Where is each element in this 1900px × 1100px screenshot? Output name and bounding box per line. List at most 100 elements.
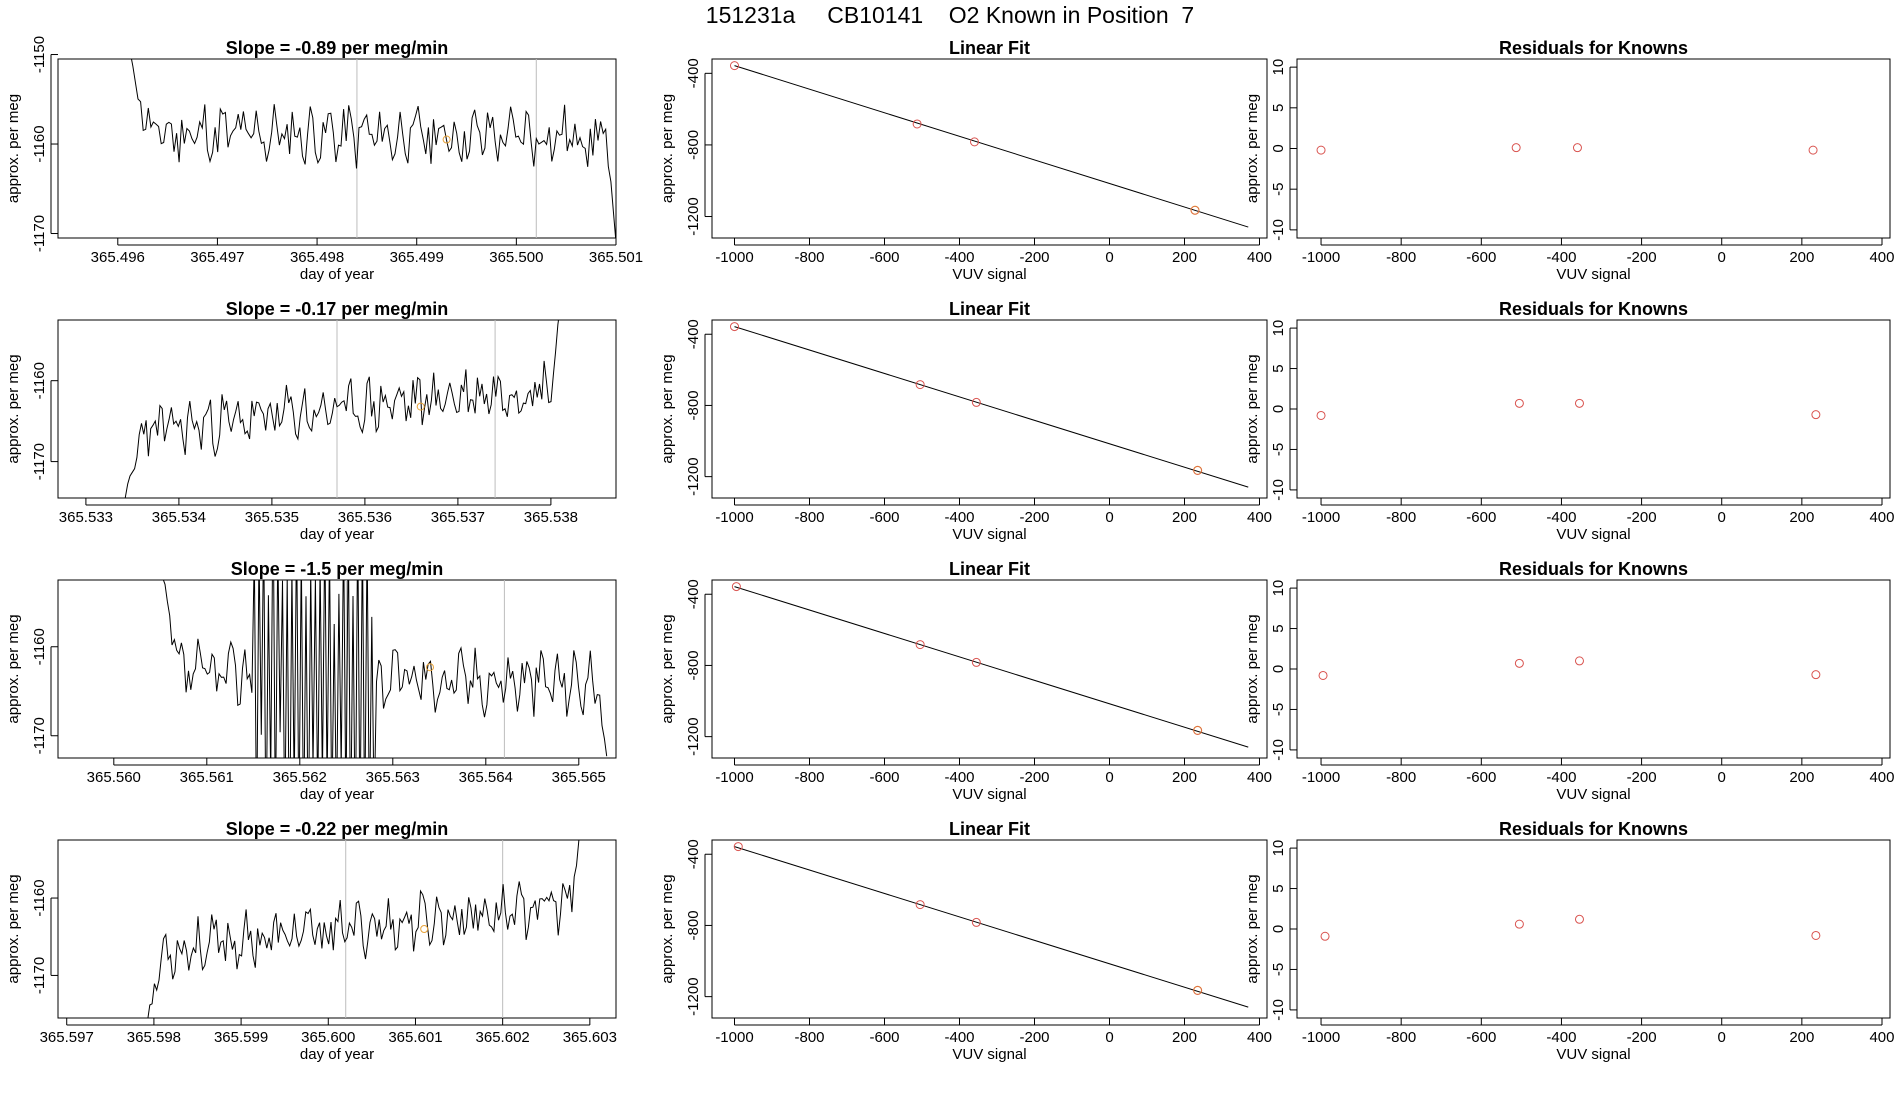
panel-4-timeseries-plot-area — [147, 840, 580, 1018]
panel-4-residuals-data-point — [1320, 931, 1330, 941]
panel-4-linear_fit-x-tick-label: 0 — [1105, 1029, 1113, 1046]
panel-2-linear_fit-data-point — [971, 397, 981, 407]
panel-1-timeseries-x-tick-label: 365.500 — [489, 249, 543, 266]
panel-3-linear_fit-data-point — [731, 582, 741, 592]
panel-1-linear_fit-x-tick-label: 200 — [1172, 249, 1197, 266]
panel-4-residuals-title: Residuals for Knowns — [1499, 819, 1688, 839]
panel-3-linear_fit-x-tick-label: -600 — [869, 769, 899, 786]
panel-1-residuals-x-label: VUV signal — [1556, 266, 1630, 283]
panel-4-linear_fit-x-tick-label: -400 — [944, 1029, 974, 1046]
panel-3-residuals-data-point — [1318, 670, 1328, 680]
panel-1-linear_fit-x-tick-label: -1000 — [715, 249, 753, 266]
panel-2-linear_fit-x-tick-label: -200 — [1019, 509, 1049, 526]
panel-2-timeseries-series-line — [124, 320, 560, 498]
panel-1-residuals-x-tick-label: -800 — [1386, 249, 1416, 266]
panel-3-linear_fit-y-label: approx. per meg — [659, 614, 676, 723]
panel-1-linear_fit-x-tick-label: 400 — [1247, 249, 1272, 266]
panel-1-residuals-y-tick-label: -5 — [1270, 183, 1287, 196]
panel-2-residuals-y-tick-label: -10 — [1270, 479, 1287, 501]
panel-1-linear_fit-highlight-point-ring — [1190, 205, 1200, 215]
panel-1-residuals-x-tick-label: -1000 — [1302, 249, 1340, 266]
panel-4-timeseries-y-tick-label: -1170 — [31, 957, 48, 994]
panel-4-timeseries-series-line — [147, 840, 580, 1018]
panel-3-timeseries-title: Slope = -1.5 per meg/min — [231, 559, 444, 579]
panel-3-timeseries-x-tick-label: 365.564 — [459, 769, 513, 786]
panel-4-linear_fit-x-tick-label: 200 — [1172, 1029, 1197, 1046]
panel-4-timeseries-x-tick-label: 365.602 — [476, 1029, 530, 1046]
panel-3-linear_fit-fit-line — [734, 586, 1249, 748]
panel-1-linear_fit-y-label: approx. per meg — [659, 94, 676, 203]
panel-4-residuals-y-tick-label: 5 — [1270, 884, 1287, 892]
panel-4-timeseries-x-tick-label: 365.603 — [563, 1029, 617, 1046]
panel-4-residuals-y-tick-label: -10 — [1270, 999, 1287, 1021]
panel-3-linear_fit-x-tick-label: -1000 — [715, 769, 753, 786]
panel-4-linear_fit-title: Linear Fit — [949, 819, 1030, 839]
panel-4-residuals-y-tick-label: 10 — [1270, 840, 1287, 857]
panel-2-residuals-x-tick-label: -600 — [1466, 509, 1496, 526]
panel-4-timeseries-x-tick-label: 365.598 — [127, 1029, 181, 1046]
panel-1-residuals-x-tick-label: 200 — [1789, 249, 1814, 266]
panel-1-linear_fit-y-tick-label: -400 — [685, 58, 702, 88]
panel-1-linear_fit-x-tick-label: -400 — [944, 249, 974, 266]
panel-4-timeseries-x-tick-label: 365.600 — [301, 1029, 355, 1046]
panel-3-residuals-x-tick-label: 0 — [1718, 769, 1726, 786]
panel-2-residuals-y-tick-label: 10 — [1270, 320, 1287, 337]
panel-2-timeseries-x-tick-label: 365.535 — [245, 509, 299, 526]
panel-2-timeseries-y-tick-label: -1160 — [31, 362, 48, 399]
panel-2-timeseries-plot-area — [124, 320, 560, 498]
panel-2-linear_fit-y-tick-label: -800 — [685, 390, 702, 420]
panel-2-timeseries-y-label: approx. per meg — [5, 354, 22, 463]
panel-1-residuals-y-label: approx. per meg — [1244, 94, 1261, 203]
panel-2-residuals-x-tick-label: -400 — [1546, 509, 1576, 526]
panel-2-linear_fit-data-point — [730, 322, 739, 332]
panel-1-timeseries-y-label: approx. per meg — [5, 94, 22, 203]
panel-2-linear_fit-plot-area — [730, 322, 1249, 488]
panel-2-timeseries-highlight-point — [416, 402, 425, 411]
panel-2-linear_fit-x-tick-label: -1000 — [715, 509, 753, 526]
panel-2-linear_fit-title: Linear Fit — [949, 299, 1030, 319]
panel-1-timeseries-series-line — [130, 59, 616, 238]
panel-1-timeseries-y-tick-label: -1150 — [31, 36, 48, 73]
panel-4-residuals-frame — [1296, 839, 1891, 1019]
panel-3-residuals-x-tick-label: -1000 — [1302, 769, 1340, 786]
panel-4-timeseries-title: Slope = -0.22 per meg/min — [226, 819, 449, 839]
panel-4-timeseries-x-tick-label: 365.599 — [214, 1029, 268, 1046]
panel-3-residuals-x-tick-label: -800 — [1386, 769, 1416, 786]
panel-3-linear_fit-x-tick-label: -200 — [1019, 769, 1049, 786]
panel-4-linear_fit-data-point — [971, 917, 981, 927]
panel-1-timeseries-plot-area — [130, 59, 616, 238]
panel-3-residuals-data-point — [1811, 670, 1821, 680]
panel-3-linear_fit-data-point — [971, 657, 981, 667]
panel-3-residuals-x-tick-label: 200 — [1789, 769, 1814, 786]
panel-4-linear_fit-y-tick-label: -400 — [685, 839, 702, 869]
panel-2-residuals-data-point — [1514, 398, 1524, 408]
panel-3-timeseries-x-tick-label: 365.562 — [273, 769, 327, 786]
panel-4-residuals-x-label: VUV signal — [1556, 1046, 1630, 1063]
panel-1-linear_fit-x-label: VUV signal — [952, 266, 1026, 283]
panel-3-residuals-x-tick-label: -200 — [1627, 769, 1657, 786]
panel-3-timeseries-y-label: approx. per meg — [5, 614, 22, 723]
panel-1-timeseries-x-tick-label: 365.501 — [589, 249, 643, 266]
panel-4-residuals-x-tick-label: 0 — [1718, 1029, 1726, 1046]
panel-4-timeseries-x-tick-label: 365.601 — [388, 1029, 442, 1046]
panel-1-timeseries-y-tick-label: -1170 — [31, 215, 48, 252]
panel-2-timeseries-y-tick-label: -1170 — [31, 443, 48, 480]
panel-2-timeseries-x-tick-label: 365.538 — [524, 509, 578, 526]
panel-3-linear_fit-y-tick-label: -1200 — [685, 717, 702, 755]
panel-2-timeseries-x-tick-label: 365.537 — [431, 509, 485, 526]
panel-1-residuals-y-tick-label: -10 — [1270, 219, 1287, 241]
panel-2-residuals-frame — [1296, 319, 1891, 499]
panel-4-linear_fit-y-tick-label: -1200 — [685, 977, 702, 1015]
panel-3-timeseries-x-tick-label: 365.561 — [180, 769, 234, 786]
panel-4-timeseries-frame — [57, 839, 617, 1019]
panel-3-residuals-y-tick-label: -5 — [1270, 703, 1287, 716]
panel-1-linear_fit-x-tick-label: -200 — [1019, 249, 1049, 266]
panel-2-residuals-y-tick-label: -5 — [1270, 443, 1287, 456]
panel-1-timeseries-highlight-point — [442, 135, 451, 144]
panel-2-residuals-data-point — [1316, 410, 1326, 420]
panel-2-residuals-y-tick-label: 0 — [1270, 405, 1287, 413]
panel-1-linear_fit-y-tick-label: -1200 — [685, 197, 702, 235]
panel-1-timeseries-y-tick-label: -1160 — [31, 125, 48, 162]
panel-3-timeseries-y-tick-label: -1170 — [31, 717, 48, 754]
